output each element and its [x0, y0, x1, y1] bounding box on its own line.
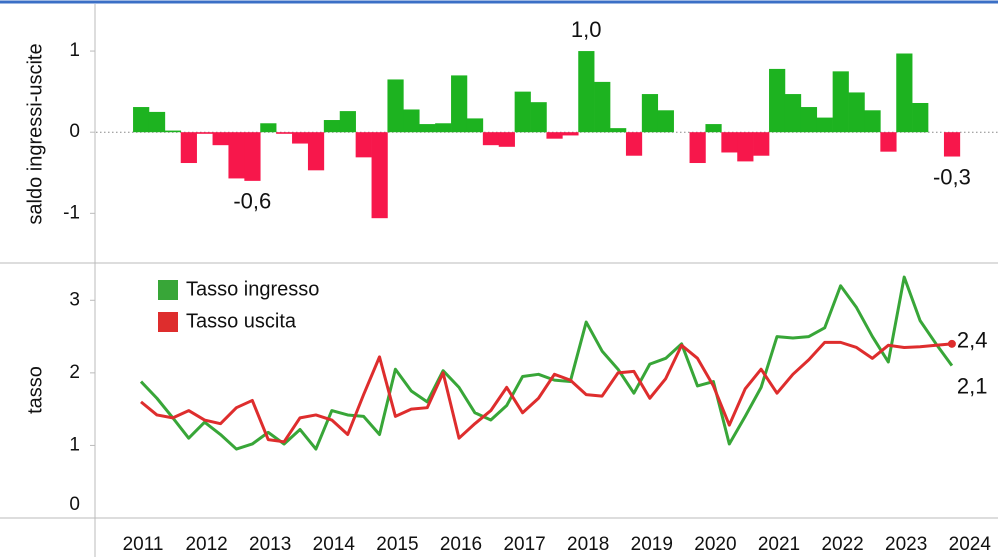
bar — [339, 111, 356, 133]
bar — [800, 107, 818, 133]
x-tick-label: 2018 — [567, 534, 609, 555]
bar — [753, 132, 770, 156]
y-tick-label: 1 — [69, 434, 80, 455]
bar — [435, 123, 452, 133]
data-label: 2,1 — [957, 373, 988, 398]
bar — [307, 132, 325, 171]
end-point — [947, 339, 956, 348]
bar — [292, 132, 309, 144]
bar — [689, 132, 706, 164]
bar — [562, 132, 579, 136]
bar — [832, 71, 849, 133]
bar — [610, 128, 627, 133]
y-axis-label: saldo ingressi-uscite — [24, 43, 46, 224]
data-label: -0,3 — [933, 164, 971, 189]
legend-label: Tasso ingresso — [186, 278, 319, 300]
bar — [482, 132, 500, 146]
bar — [641, 94, 659, 133]
legend-swatch — [158, 280, 178, 300]
bar — [864, 110, 881, 133]
y-axis-label: tasso — [24, 366, 46, 414]
bar — [530, 102, 547, 133]
x-tick-label: 2019 — [631, 534, 673, 555]
x-tick-label: 2014 — [313, 534, 356, 555]
y-tick-label: 3 — [69, 289, 80, 310]
bar — [276, 132, 293, 134]
bar — [784, 94, 802, 133]
bar — [737, 132, 754, 162]
data-label: 1,0 — [571, 17, 602, 42]
bar — [546, 132, 563, 139]
bar — [943, 132, 961, 157]
bar — [403, 109, 420, 133]
y-tick-label: 1 — [69, 40, 80, 61]
bar — [848, 92, 865, 133]
x-tick-label: 2012 — [185, 534, 227, 555]
bar — [419, 124, 436, 133]
bar — [625, 132, 643, 156]
bar — [657, 110, 674, 133]
bar — [721, 132, 738, 153]
bar — [323, 120, 341, 133]
bar — [466, 118, 484, 133]
x-tick-label: 2016 — [440, 534, 482, 555]
x-tick-label: 2023 — [885, 534, 927, 555]
data-label: 2,4 — [957, 328, 988, 353]
bar — [133, 107, 150, 133]
bar — [769, 68, 786, 133]
bar — [212, 132, 229, 146]
bar — [148, 111, 166, 133]
bar — [498, 132, 515, 147]
bar — [196, 132, 213, 134]
bar — [371, 132, 388, 219]
x-tick-label: 2022 — [821, 534, 863, 555]
bar — [228, 132, 245, 179]
x-tick-label: 2013 — [249, 534, 291, 555]
x-tick-label: 2021 — [758, 534, 800, 555]
bar — [896, 53, 913, 133]
x-tick-label: 2011 — [123, 534, 164, 555]
data-label: -0,6 — [233, 189, 271, 214]
line-series — [139, 275, 954, 451]
y-tick-label: -1 — [63, 202, 80, 223]
bar — [244, 132, 261, 181]
bar — [451, 75, 468, 133]
line-series — [140, 340, 953, 444]
bar — [514, 91, 531, 133]
y-tick-label: 2 — [69, 362, 80, 383]
bar — [164, 130, 182, 133]
y-tick-label: 0 — [69, 494, 80, 515]
legend-swatch — [158, 312, 178, 332]
bar — [816, 117, 833, 133]
x-tick-label: 2020 — [694, 534, 736, 555]
y-tick-label: 0 — [69, 121, 80, 142]
bar — [387, 79, 404, 133]
bar — [705, 124, 722, 133]
bar — [260, 123, 277, 133]
x-tick-label: 2015 — [376, 534, 418, 555]
bar — [880, 132, 897, 152]
bar — [355, 132, 372, 158]
bar — [594, 81, 611, 133]
x-tick-label: 2024 — [949, 534, 992, 555]
bar — [578, 51, 595, 133]
bar — [912, 102, 929, 133]
legend-label: Tasso uscita — [186, 310, 297, 332]
x-tick-label: 2017 — [503, 534, 545, 555]
bar — [180, 132, 197, 164]
